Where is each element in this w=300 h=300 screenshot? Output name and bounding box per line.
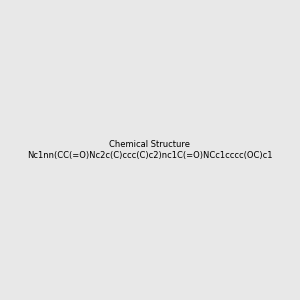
Text: Chemical Structure
Nc1nn(CC(=O)Nc2c(C)ccc(C)c2)nc1C(=O)NCc1cccc(OC)c1: Chemical Structure Nc1nn(CC(=O)Nc2c(C)cc… — [27, 140, 273, 160]
